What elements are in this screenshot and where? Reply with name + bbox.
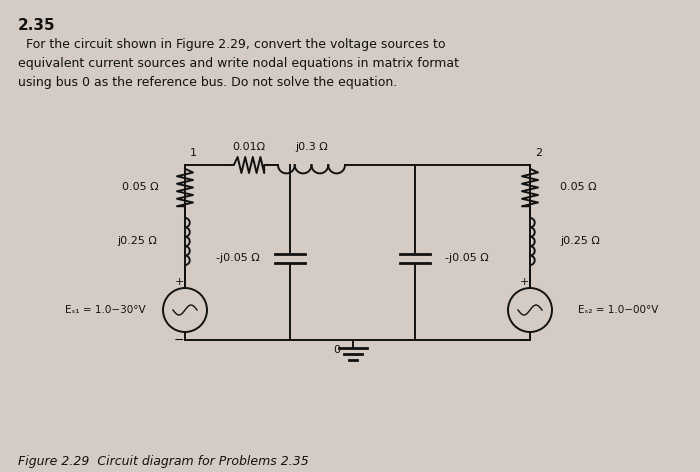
Text: +: +	[174, 277, 183, 287]
Text: Eₛ₁ = 1.0−30°V: Eₛ₁ = 1.0−30°V	[64, 305, 146, 315]
Text: using bus 0 as the reference bus. Do not solve the equation.: using bus 0 as the reference bus. Do not…	[18, 76, 398, 89]
Text: 2: 2	[535, 148, 542, 158]
Text: equivalent current sources and write nodal equations in matrix format: equivalent current sources and write nod…	[18, 57, 459, 70]
Text: 2.35: 2.35	[18, 18, 55, 33]
Text: Figure 2.29  Circuit diagram for Problems 2.35: Figure 2.29 Circuit diagram for Problems…	[18, 455, 309, 468]
Text: 0: 0	[333, 345, 340, 355]
Text: −: −	[174, 334, 184, 346]
Text: -j0.05 Ω: -j0.05 Ω	[445, 253, 489, 263]
Text: 0.01Ω: 0.01Ω	[232, 142, 265, 152]
Text: j0.25 Ω: j0.25 Ω	[560, 236, 600, 246]
Text: 1: 1	[190, 148, 197, 158]
Text: j0.25 Ω: j0.25 Ω	[117, 236, 157, 246]
Text: Eₛ₂ = 1.0−00°V: Eₛ₂ = 1.0−00°V	[578, 305, 658, 315]
Text: −: −	[519, 334, 529, 346]
Text: 0.05 Ω: 0.05 Ω	[560, 183, 596, 193]
Text: j0.3 Ω: j0.3 Ω	[295, 142, 328, 152]
Text: For the circuit shown in Figure 2.29, convert the voltage sources to: For the circuit shown in Figure 2.29, co…	[18, 38, 445, 51]
Text: -j0.05 Ω: -j0.05 Ω	[216, 253, 260, 263]
Text: 0.05 Ω: 0.05 Ω	[122, 183, 158, 193]
Text: +: +	[519, 277, 528, 287]
